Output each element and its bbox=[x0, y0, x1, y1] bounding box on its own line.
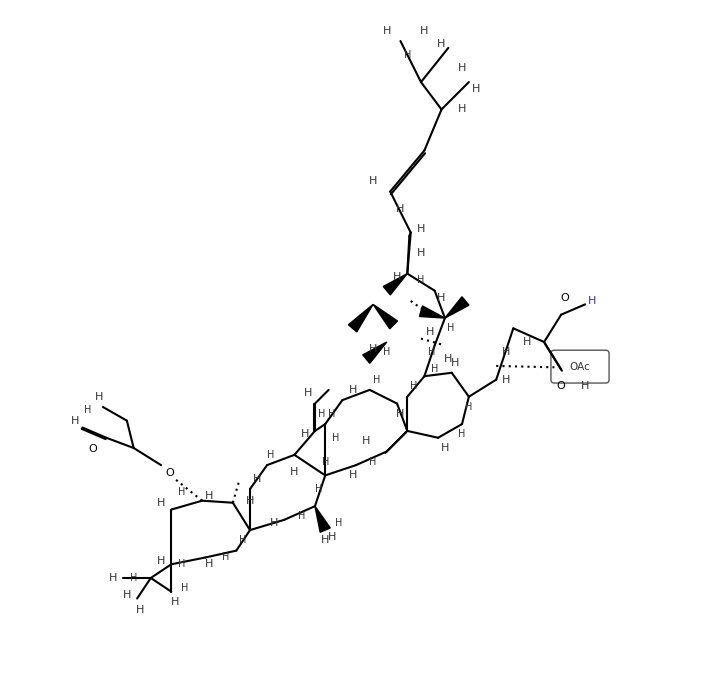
Text: O: O bbox=[560, 293, 569, 302]
Text: H: H bbox=[427, 347, 435, 357]
Text: H: H bbox=[420, 26, 429, 36]
Text: H: H bbox=[322, 457, 329, 466]
Text: H: H bbox=[157, 556, 165, 566]
Text: H: H bbox=[130, 573, 137, 583]
Polygon shape bbox=[373, 304, 397, 329]
Text: H: H bbox=[437, 293, 446, 302]
Text: H: H bbox=[441, 443, 449, 453]
Polygon shape bbox=[383, 274, 407, 295]
Text: H: H bbox=[465, 402, 473, 412]
Text: H: H bbox=[239, 536, 247, 545]
Polygon shape bbox=[348, 304, 373, 332]
Text: H: H bbox=[246, 496, 254, 505]
Text: H: H bbox=[290, 467, 298, 477]
Text: H: H bbox=[431, 365, 439, 374]
Text: H: H bbox=[253, 474, 261, 484]
Text: H: H bbox=[178, 488, 185, 497]
Text: H: H bbox=[451, 358, 459, 367]
Text: O: O bbox=[166, 469, 174, 478]
Text: H: H bbox=[383, 347, 390, 357]
Text: OAc: OAc bbox=[569, 362, 590, 371]
Text: H: H bbox=[437, 40, 446, 49]
Text: H: H bbox=[178, 560, 185, 569]
Text: H: H bbox=[304, 389, 313, 398]
Text: H: H bbox=[270, 518, 278, 528]
Text: H: H bbox=[84, 406, 92, 415]
Text: H: H bbox=[417, 276, 424, 285]
Text: H: H bbox=[404, 50, 411, 60]
Text: H: H bbox=[348, 385, 357, 395]
FancyBboxPatch shape bbox=[551, 350, 609, 383]
Text: H: H bbox=[393, 272, 402, 282]
Text: H: H bbox=[109, 573, 117, 583]
Text: H: H bbox=[182, 583, 189, 593]
Text: H: H bbox=[523, 337, 531, 347]
Text: H: H bbox=[122, 590, 131, 600]
Text: H: H bbox=[328, 532, 336, 542]
Text: H: H bbox=[588, 296, 596, 306]
Text: H: H bbox=[382, 26, 391, 36]
Text: H: H bbox=[321, 536, 330, 545]
Text: H: H bbox=[459, 430, 466, 439]
Text: H: H bbox=[205, 491, 213, 501]
Text: H: H bbox=[315, 484, 322, 494]
Text: H: H bbox=[369, 344, 377, 354]
Text: H: H bbox=[397, 204, 404, 213]
Polygon shape bbox=[419, 306, 445, 318]
Text: H: H bbox=[171, 597, 179, 607]
Text: H: H bbox=[397, 409, 404, 419]
Text: H: H bbox=[471, 84, 480, 94]
Text: H: H bbox=[328, 409, 336, 419]
Text: H: H bbox=[332, 433, 339, 443]
Text: H: H bbox=[458, 105, 466, 114]
Polygon shape bbox=[445, 297, 469, 318]
Text: H: H bbox=[300, 430, 309, 439]
Polygon shape bbox=[362, 342, 387, 363]
Polygon shape bbox=[315, 506, 330, 532]
Text: H: H bbox=[417, 224, 425, 234]
Text: H: H bbox=[373, 375, 380, 384]
Text: H: H bbox=[137, 605, 145, 615]
Text: H: H bbox=[426, 327, 434, 337]
Text: H: H bbox=[298, 512, 305, 521]
Text: O: O bbox=[88, 445, 97, 454]
Text: H: H bbox=[458, 64, 466, 73]
Text: H: H bbox=[71, 416, 80, 425]
Text: O: O bbox=[557, 382, 565, 391]
Text: H: H bbox=[157, 498, 165, 508]
Text: H: H bbox=[348, 471, 357, 480]
Text: H: H bbox=[502, 375, 511, 384]
Text: H: H bbox=[502, 347, 511, 357]
Text: H: H bbox=[222, 553, 230, 562]
Text: H: H bbox=[362, 436, 370, 446]
Text: H: H bbox=[335, 518, 342, 528]
Text: H: H bbox=[444, 354, 453, 364]
Text: H: H bbox=[417, 248, 425, 258]
Text: H: H bbox=[369, 176, 377, 186]
Text: H: H bbox=[446, 324, 454, 333]
Text: H: H bbox=[581, 382, 590, 391]
Text: H: H bbox=[410, 382, 418, 391]
Text: H: H bbox=[370, 457, 377, 466]
Text: H: H bbox=[318, 409, 325, 419]
Text: H: H bbox=[267, 450, 274, 460]
Text: H: H bbox=[205, 560, 213, 569]
Text: H: H bbox=[95, 392, 104, 402]
